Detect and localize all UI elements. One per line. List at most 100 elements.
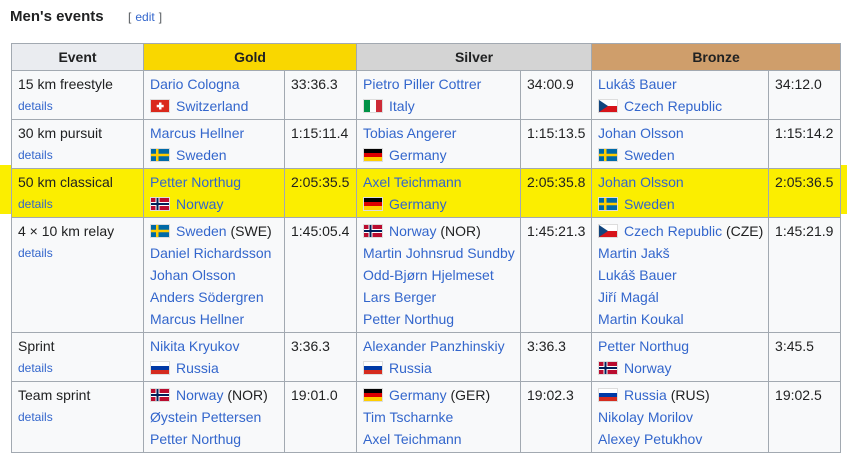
country-link[interactable]: Sweden	[176, 223, 227, 239]
country-link[interactable]: Norway	[176, 196, 224, 212]
country-link[interactable]: Norway	[176, 387, 224, 403]
flag-part	[364, 389, 383, 393]
column-header: Event	[11, 43, 144, 71]
medalist-cell: Norway (NOR) Øystein Pettersen Petter Nort…	[143, 381, 285, 453]
flag-part	[364, 397, 383, 401]
flag-part	[376, 100, 383, 112]
details-link[interactable]: details	[18, 410, 53, 424]
time-cell: 19:02.5	[768, 381, 842, 453]
athlete-link[interactable]: Lukáš Bauer	[598, 76, 677, 92]
flag-part	[364, 149, 383, 153]
athlete-link[interactable]: Alexander Panzhinskiy	[363, 338, 505, 354]
flag-part	[364, 366, 383, 370]
details-link[interactable]: details	[18, 197, 53, 211]
flag-part	[151, 394, 169, 396]
athlete-link[interactable]: Johan Olsson	[598, 174, 684, 190]
country-link[interactable]: Germany	[389, 387, 447, 403]
medalist-cell: Norway (NOR) Martin Johnsrud Sundby Odd-Bj…	[356, 217, 522, 333]
flag-part	[156, 104, 164, 108]
team-member[interactable]: Martin Jakš	[598, 245, 670, 261]
team-member[interactable]: Tim Tscharnke	[363, 409, 454, 425]
flag-part	[151, 153, 169, 157]
details-link[interactable]: details	[18, 99, 53, 113]
details-link[interactable]: details	[18, 361, 53, 375]
country-link[interactable]: Russia	[624, 387, 667, 403]
team-member[interactable]: Odd-Bjørn Hjelmeset	[363, 267, 494, 283]
team-member[interactable]: Alexey Petukhov	[598, 431, 703, 447]
athlete-link[interactable]: Petter Northug	[150, 174, 242, 190]
details-link[interactable]: details	[18, 246, 53, 260]
result-row: Sprint details Nikita Kryukov Russia 3:36.3 A…	[11, 332, 842, 382]
team-line: Norway (NOR)	[363, 220, 514, 242]
country-link[interactable]: Sweden	[624, 196, 675, 212]
athlete-link[interactable]: Dario Cologna	[150, 76, 240, 92]
country-link[interactable]: Norway	[624, 360, 672, 376]
team-member[interactable]: Øystein Pettersen	[150, 409, 262, 425]
time-cell: 19:02.3	[520, 381, 593, 453]
athlete-link[interactable]: Pietro Piller Cottrer	[363, 76, 482, 92]
team-member[interactable]: Johan Olsson	[150, 267, 236, 283]
medalist-cell: Tobias Angerer Germany	[356, 119, 522, 169]
team-member[interactable]: Petter Northug	[363, 311, 455, 327]
athlete-link[interactable]: Nikita Kryukov	[150, 338, 240, 354]
country-code: (SWE)	[230, 223, 272, 239]
team-member[interactable]: Marcus Hellner	[150, 311, 245, 327]
team-line: Russia (RUS)	[598, 384, 762, 406]
event-name: 4 × 10 km relay	[18, 223, 115, 239]
flag	[150, 148, 170, 162]
team-member[interactable]: Martin Koukal	[598, 311, 684, 327]
flag-part	[599, 106, 618, 112]
team-member[interactable]: Anders Södergren	[150, 289, 264, 305]
flag-part	[599, 397, 618, 401]
country-link[interactable]: Italy	[389, 98, 415, 114]
flag-part	[364, 362, 383, 366]
athlete-link[interactable]: Petter Northug	[598, 338, 690, 354]
athlete-link[interactable]: Johan Olsson	[598, 125, 684, 141]
country-link[interactable]: Sweden	[176, 147, 227, 163]
country-link[interactable]: Germany	[389, 147, 447, 163]
column-header: Silver	[356, 43, 593, 71]
team-member[interactable]: Jiří Magál	[598, 289, 659, 305]
event-cell: 15 km freestyle details	[11, 70, 144, 120]
column-header: Bronze	[591, 43, 842, 71]
details-link[interactable]: details	[18, 148, 53, 162]
flag-part	[599, 393, 618, 397]
country-link[interactable]: Germany	[389, 196, 447, 212]
team-member[interactable]: Daniel Richardsson	[150, 245, 272, 261]
country-line: Sweden	[150, 144, 278, 166]
time-cell: 1:15:13.5	[520, 119, 593, 169]
medalist-cell: Marcus Hellner Sweden	[143, 119, 285, 169]
country-link[interactable]: Switzerland	[176, 98, 249, 114]
country-link[interactable]: Czech Republic	[624, 98, 723, 114]
medalist-cell: Petter Northug Norway	[591, 332, 770, 382]
country-link[interactable]: Czech Republic	[624, 223, 723, 239]
result-row: 15 km freestyle details Dario Cologna Switz…	[11, 70, 842, 120]
time-cell: 2:05:36.5	[768, 168, 842, 218]
country-link[interactable]: Norway	[389, 223, 437, 239]
team-member[interactable]: Petter Northug	[150, 431, 242, 447]
country-code: (GER)	[450, 387, 491, 403]
country-link[interactable]: Sweden	[624, 147, 675, 163]
country-link[interactable]: Russia	[176, 360, 219, 376]
team-member[interactable]: Axel Teichmann	[363, 431, 462, 447]
athlete-link[interactable]: Axel Teichmann	[363, 174, 462, 190]
medalist-cell: Russia (RUS) Nikolay Morilov Alexey Petukh…	[591, 381, 770, 453]
country-line: Sweden	[598, 193, 762, 215]
team-member[interactable]: Lukáš Bauer	[598, 267, 677, 283]
time-cell: 19:01.0	[283, 381, 358, 453]
flag-part	[599, 153, 618, 157]
team-member[interactable]: Nikolay Morilov	[598, 409, 693, 425]
flag-part	[151, 366, 169, 370]
flag	[363, 224, 384, 238]
athlete-link[interactable]: Tobias Angerer	[363, 125, 457, 141]
flag-part	[364, 157, 383, 161]
country-link[interactable]: Russia	[389, 360, 432, 376]
team-member[interactable]: Lars Berger	[363, 289, 437, 305]
country-line: Sweden	[598, 144, 762, 166]
flag	[598, 99, 619, 113]
country-line: Germany	[363, 144, 514, 166]
team-member[interactable]: Martin Johnsrud Sundby	[363, 245, 515, 261]
edit-link[interactable]: edit	[135, 10, 155, 24]
athlete-link[interactable]: Marcus Hellner	[150, 125, 245, 141]
